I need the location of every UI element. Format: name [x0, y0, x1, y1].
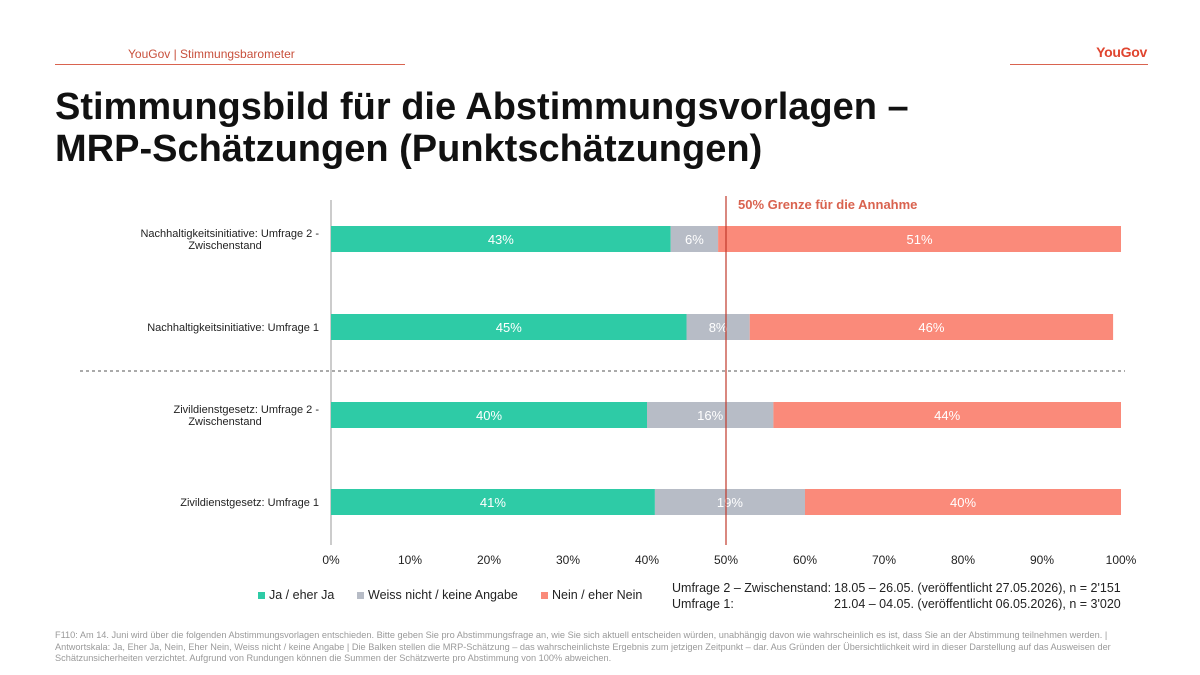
legend-label-ja: Ja / eher Ja [269, 588, 335, 602]
bar-segment [331, 402, 647, 428]
survey-info-row: Umfrage 2 – Zwischenstand: 18.05 – 26.05… [672, 580, 1121, 596]
x-tick-label: 0% [322, 553, 340, 567]
bar-segment [331, 226, 671, 252]
bar-data-label: 44% [934, 408, 960, 423]
category-label: Nachhaltigkeitsinitiative: Umfrage 2 - [140, 228, 319, 240]
bar-segment [670, 226, 719, 252]
header-rule-right [1010, 64, 1148, 65]
bar-segment [749, 314, 1114, 340]
title-line-2: MRP-Schätzungen (Punktschätzungen) [55, 128, 763, 170]
bar-data-label: 16% [697, 408, 723, 423]
bar-data-label: 40% [950, 495, 976, 510]
header-label: YouGov | Stimmungsbarometer [128, 47, 295, 61]
category-label: Zwischenstand [188, 416, 261, 428]
bar-data-label: 51% [907, 232, 933, 247]
category-label: Nachhaltigkeitsinitiative: Umfrage 1 [147, 322, 319, 334]
bar-data-label: 46% [918, 320, 944, 335]
bar-segment [686, 314, 750, 340]
footnote: F110: Am 14. Juni wird über die folgende… [55, 630, 1111, 663]
bar-data-label: 43% [488, 232, 514, 247]
bar-data-label: 45% [496, 320, 522, 335]
legend-item-weiss-nicht: Weiss nicht / keine Angabe [357, 588, 518, 602]
survey-name: Umfrage 1: [672, 597, 734, 611]
x-tick-label: 90% [1030, 553, 1054, 567]
bar-data-label: 19% [717, 495, 743, 510]
survey-info: Umfrage 2 – Zwischenstand: 18.05 – 26.05… [672, 580, 1121, 612]
x-tick-label: 70% [872, 553, 896, 567]
x-tick-label: 20% [477, 553, 501, 567]
survey-details: 21.04 – 04.05. (veröffentlicht 06.05.202… [834, 597, 1121, 611]
x-tick-label: 80% [951, 553, 975, 567]
bar-segment [718, 226, 1121, 252]
legend-swatch-nein [541, 591, 548, 599]
legend-label-nein: Nein / eher Nein [552, 588, 643, 602]
yougov-logo: YouGov [1096, 44, 1147, 60]
x-tick-label: 10% [398, 553, 422, 567]
reference-line-label: 50% Grenze für die Annahme [738, 197, 917, 212]
x-tick-label: 40% [635, 553, 659, 567]
legend-swatch-weiss-nicht [357, 591, 364, 599]
x-tick-label: 30% [556, 553, 580, 567]
category-label: Zwischenstand [188, 240, 261, 252]
x-tick-label: 60% [793, 553, 817, 567]
survey-info-row: Umfrage 1: 21.04 – 04.05. (veröffentlich… [672, 596, 1121, 612]
bar-data-label: 41% [480, 495, 506, 510]
category-label: Zivildienstgesetz: Umfrage 2 - [174, 404, 320, 416]
bar-data-label: 8% [709, 320, 728, 335]
bar-segment [805, 489, 1121, 515]
legend-item-nein: Nein / eher Nein [541, 588, 642, 602]
bar-segment [331, 314, 687, 340]
title-line-1: Stimmungsbild für die Abstimmungsvorlage… [55, 86, 909, 128]
page-title: Stimmungsbild für die Abstimmungsvorlage… [55, 86, 1155, 170]
bar-data-label: 6% [685, 232, 704, 247]
survey-name: Umfrage 2 – Zwischenstand: [672, 581, 832, 595]
legend-label-weiss-nicht: Weiss nicht / keine Angabe [368, 588, 518, 602]
category-label: Zivildienstgesetz: Umfrage 1 [180, 497, 319, 509]
x-tick-label: 100% [1106, 553, 1137, 567]
legend-swatch-ja [258, 591, 265, 599]
legend-item-ja: Ja / eher Ja [258, 588, 334, 602]
header-rule-left [55, 64, 405, 65]
bar-segment [773, 402, 1121, 428]
bar-data-label: 40% [476, 408, 502, 423]
bar-segment [654, 489, 805, 515]
x-tick-label: 50% [714, 553, 738, 567]
survey-details: 18.05 – 26.05. (veröffentlicht 27.05.202… [834, 581, 1121, 595]
bar-segment [647, 402, 774, 428]
bar-segment [331, 489, 655, 515]
